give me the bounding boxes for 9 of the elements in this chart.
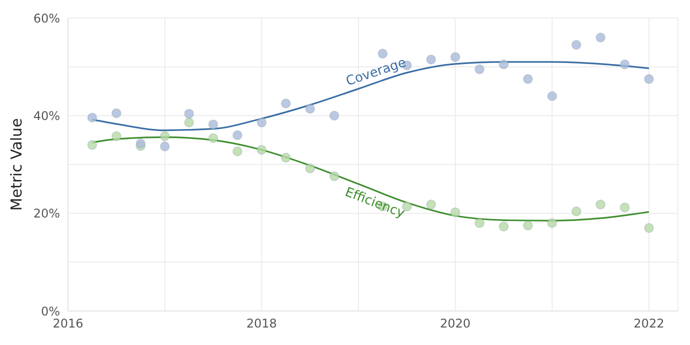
y-axis-title: Metric Value <box>7 118 26 211</box>
y-tick-label: 0% <box>40 304 60 318</box>
y-tick-label: 20% <box>33 206 60 221</box>
y-tick-label: 60% <box>33 11 60 26</box>
x-tick-label: 2018 <box>246 316 277 331</box>
x-tick-label: 2020 <box>440 316 471 331</box>
x-tick-label: 2022 <box>634 316 664 331</box>
x-tick-label: 2016 <box>52 316 84 331</box>
y-tick-label: 40% <box>33 108 60 123</box>
